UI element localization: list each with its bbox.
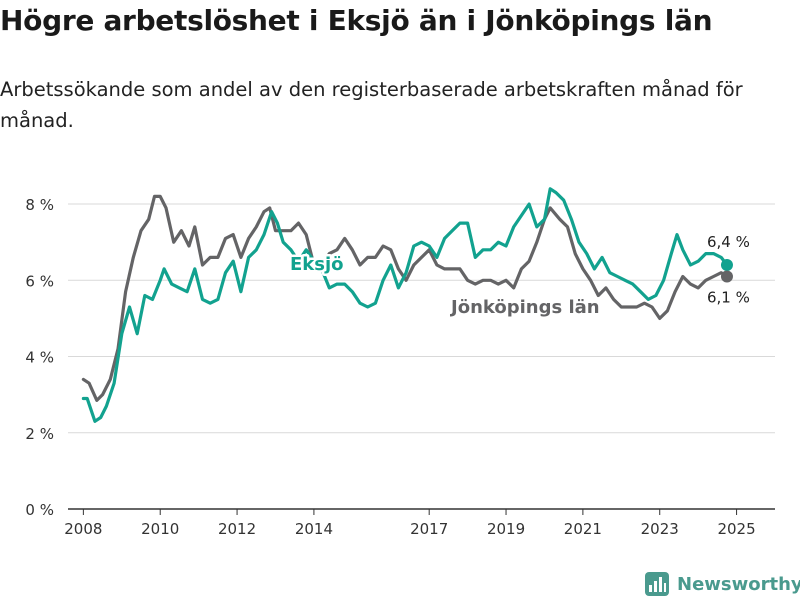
x-tick-label: 2025 bbox=[717, 520, 755, 538]
x-tick-label: 2012 bbox=[218, 520, 256, 538]
brand-name: Newsworthy bbox=[677, 573, 800, 595]
y-tick-label: 4 % bbox=[25, 349, 54, 367]
chart-title: Högre arbetslöshet i Eksjö än i Jönköpin… bbox=[0, 4, 713, 37]
end-value-label: 6,1 % bbox=[707, 288, 750, 306]
end-point-lan bbox=[720, 270, 733, 283]
brand-logo: Newsworthy bbox=[645, 570, 800, 598]
y-tick-label: 2 % bbox=[25, 425, 54, 443]
end-value-label: 6,4 % bbox=[707, 233, 750, 251]
x-tick-label: 2014 bbox=[295, 520, 333, 538]
y-tick-label: 6 % bbox=[25, 272, 54, 290]
x-tick-label: 2021 bbox=[564, 520, 602, 538]
x-tick-label: 2008 bbox=[64, 520, 102, 538]
chart-subtitle: Arbetssökande som andel av den registerb… bbox=[0, 78, 743, 132]
x-tick-label: 2010 bbox=[141, 520, 179, 538]
x-tick-label: 2017 bbox=[410, 520, 448, 538]
x-tick-label: 2019 bbox=[487, 520, 525, 538]
y-tick-label: 0 % bbox=[25, 501, 54, 519]
series-label: Jönköpings län bbox=[449, 297, 600, 318]
end-point-eksjo bbox=[720, 259, 733, 272]
newsworthy-logo-icon bbox=[645, 572, 669, 596]
y-tick-label: 8 % bbox=[25, 196, 54, 214]
x-tick-label: 2023 bbox=[641, 520, 679, 538]
series-line-lan bbox=[81, 194, 729, 402]
series-line-eksjo bbox=[81, 187, 729, 423]
series-label: Eksjö bbox=[290, 254, 344, 275]
